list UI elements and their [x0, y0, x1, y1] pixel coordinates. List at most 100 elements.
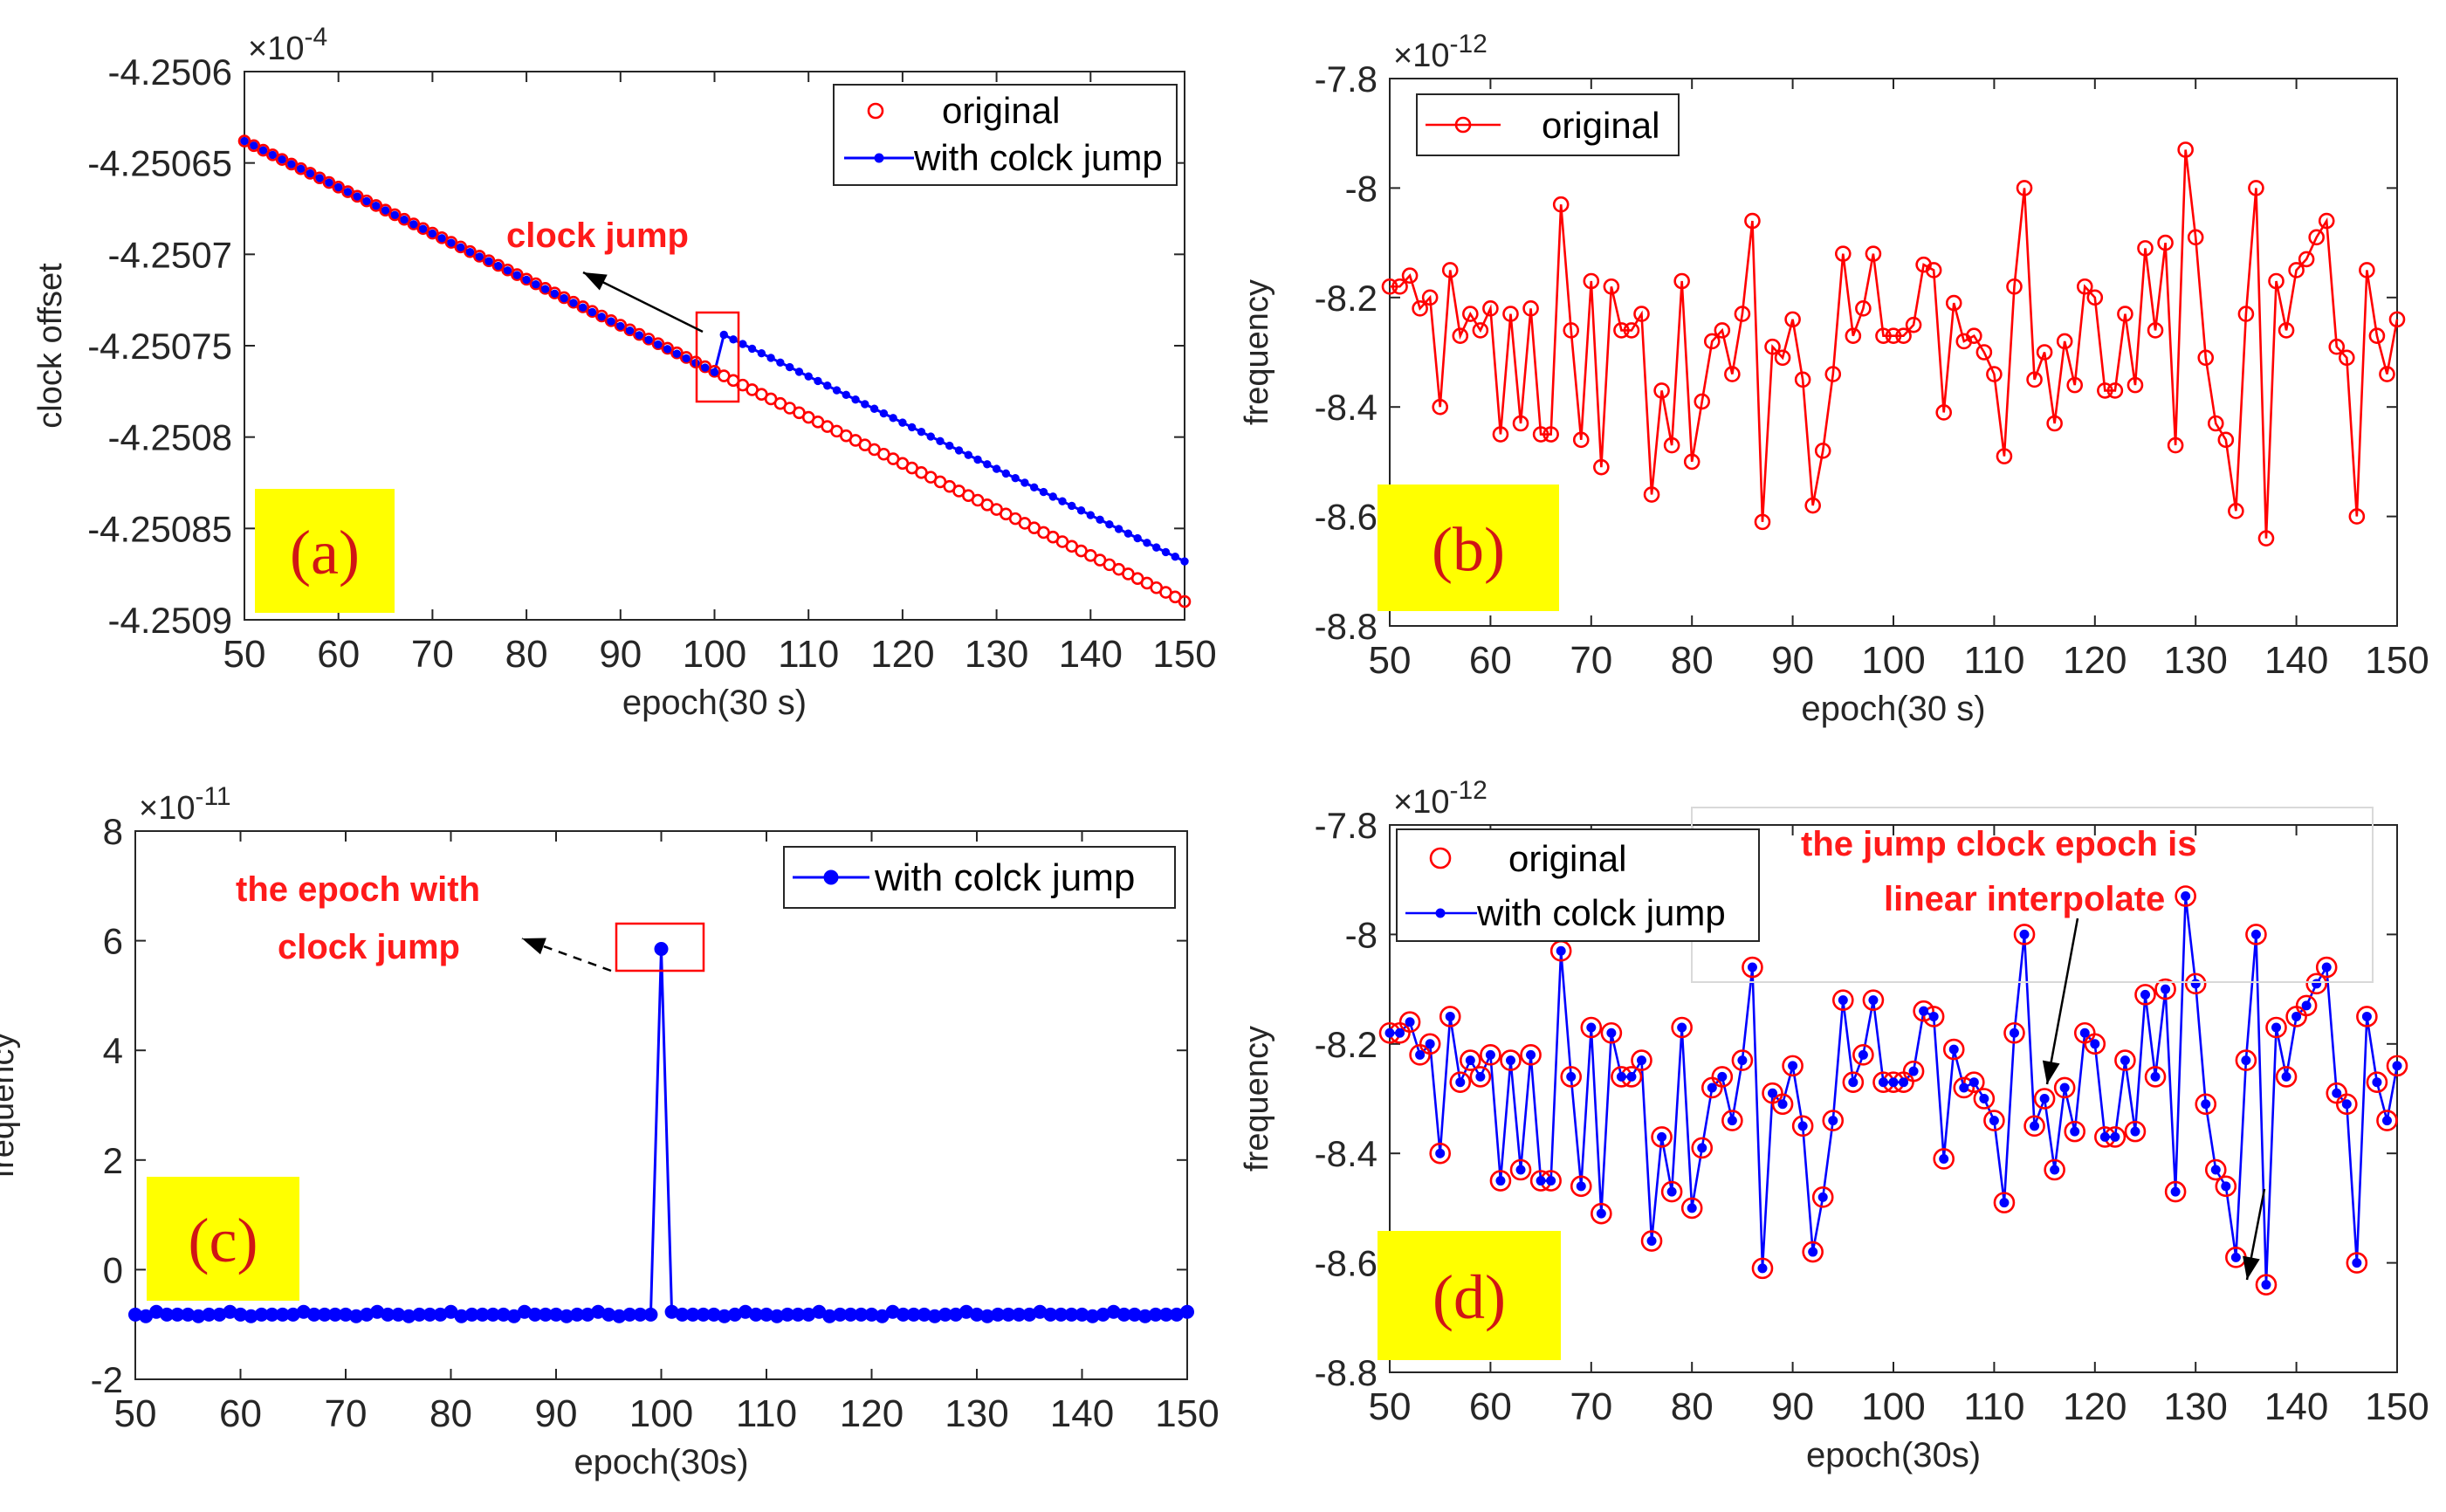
d-original-point [1570, 1175, 1592, 1198]
a-with-jump-point [1123, 529, 1133, 538]
d-with-jump-point [1546, 1176, 1556, 1186]
d-original-point [1449, 1071, 1472, 1093]
c-with-jump-point [1180, 1304, 1194, 1319]
d-legend-original-label: original [1508, 838, 1626, 879]
d-original-point [1480, 1044, 1501, 1066]
a-ytick-label: -4.25085 [87, 508, 232, 549]
b-original-point [2187, 229, 2204, 246]
a-with-jump-point [851, 395, 860, 404]
d-xtick-label: 50 [1369, 1385, 1412, 1428]
a-ytick-label: -4.25075 [87, 326, 232, 367]
a-with-jump-point [540, 285, 550, 293]
a-with-jump-point [983, 460, 992, 469]
d-with-jump-point [2281, 1071, 2291, 1082]
a-with-jump-point [992, 464, 1001, 473]
d-with-jump-point [2130, 1126, 2140, 1137]
d-original-point [2154, 978, 2176, 1000]
d-legend-jump-label: with colck jump [1476, 892, 1726, 933]
d-with-jump-point [1919, 1006, 1929, 1016]
d-ytick-label: -8.6 [1315, 1243, 1378, 1284]
b-original-point [1966, 327, 1982, 344]
a-legend-jump-marker [874, 153, 884, 163]
a-with-jump-point [954, 446, 964, 455]
a-with-jump-point [672, 349, 682, 358]
b-original-point [2117, 306, 2133, 322]
a-with-jump-point [1133, 533, 1142, 543]
d-with-jump-point [1697, 1143, 1707, 1153]
d-original-point [1691, 1137, 1714, 1159]
a-with-jump-point [1086, 511, 1096, 519]
d-with-jump-point [1596, 1208, 1606, 1219]
b-original-point [1996, 448, 2013, 464]
a-ytick-label: -4.2506 [108, 52, 232, 93]
b-original-point [1583, 272, 1600, 290]
d-with-jump-point [2210, 1165, 2221, 1175]
d-original-point [1782, 1055, 1804, 1077]
c-xtick-label: 110 [736, 1392, 797, 1435]
a-x-axis-label: epoch(30 s) [622, 684, 807, 722]
d-original-point [2245, 924, 2267, 945]
a-with-jump-point [428, 229, 437, 238]
b-original-point [2339, 349, 2355, 367]
d-with-jump-point [2140, 989, 2150, 1000]
a-original-point [1178, 594, 1192, 608]
b-original-point [1744, 212, 1761, 230]
a-with-jump-point [258, 146, 268, 155]
b-original-point [1522, 300, 1539, 317]
a-with-jump-point [287, 160, 296, 168]
d-original-point [1822, 1110, 1845, 1131]
d-with-jump-point [1526, 1049, 1536, 1060]
d-xtick-label: 100 [1861, 1385, 1925, 1428]
a-with-jump-point [701, 363, 710, 372]
d-original-point [2376, 1110, 2398, 1131]
a-with-jump-point [1020, 478, 1029, 487]
d-with-jump-point [1415, 1049, 1426, 1060]
d-original-point [1751, 1257, 1774, 1280]
d-with-jump-point [1395, 1027, 1405, 1038]
d-original-point [2114, 1049, 2136, 1071]
d-with-jump-point [1455, 1077, 1466, 1088]
a-with-jump-point [682, 354, 691, 363]
a-with-jump-point [465, 247, 475, 257]
a-xtick-label: 70 [411, 633, 454, 676]
b-original-point [1462, 306, 1479, 322]
d-with-jump-point [1828, 1116, 1838, 1126]
d-with-jump-point [2110, 1131, 2120, 1142]
d-ytick-label: -8.2 [1315, 1024, 1378, 1065]
d-original-point [2195, 1093, 2217, 1116]
c-annotation-text-line2: clock jump [278, 928, 460, 966]
d-legend-box [1396, 828, 1760, 942]
a-xtick-label: 60 [317, 633, 360, 676]
a-xtick-label: 90 [599, 633, 642, 676]
d-with-jump-point [1838, 995, 1848, 1006]
b-ytick-label: -8 [1345, 168, 1378, 209]
d-with-jump-point [1677, 1022, 1687, 1033]
a-with-jump-point [418, 224, 428, 233]
d-with-jump-point [2030, 1121, 2040, 1131]
a-with-jump-point [917, 428, 926, 436]
a-xtick-label: 130 [965, 633, 1028, 676]
d-original-point [1651, 1126, 1673, 1148]
d-original-point [1973, 1088, 1996, 1110]
d-with-jump-point [2271, 1022, 2282, 1033]
d-with-jump-point [2312, 979, 2322, 989]
d-annotation-arrow-2-head [2243, 1255, 2260, 1280]
a-xtick-label: 140 [1059, 633, 1123, 676]
d-with-jump-point [1999, 1198, 2010, 1208]
b-original-point [1855, 300, 1872, 317]
d-with-jump-point [2332, 1088, 2342, 1098]
b-xtick-label: 90 [1771, 639, 1814, 682]
b-original-point [1673, 272, 1690, 290]
d-with-jump-point [1505, 1055, 1515, 1066]
a-xtick-label: 80 [505, 633, 548, 676]
d-original-point [2033, 1088, 2056, 1110]
b-original-point [1472, 322, 1489, 339]
d-with-jump-point [2090, 1039, 2100, 1049]
a-with-jump-point [842, 390, 850, 400]
d-xtick-label: 120 [2063, 1385, 2127, 1428]
b-original-point [1703, 333, 1721, 350]
a-with-jump-point [560, 293, 568, 303]
b-original-point [1552, 196, 1570, 213]
b-original-point [2016, 180, 2033, 196]
b-original-point [1935, 404, 1952, 421]
